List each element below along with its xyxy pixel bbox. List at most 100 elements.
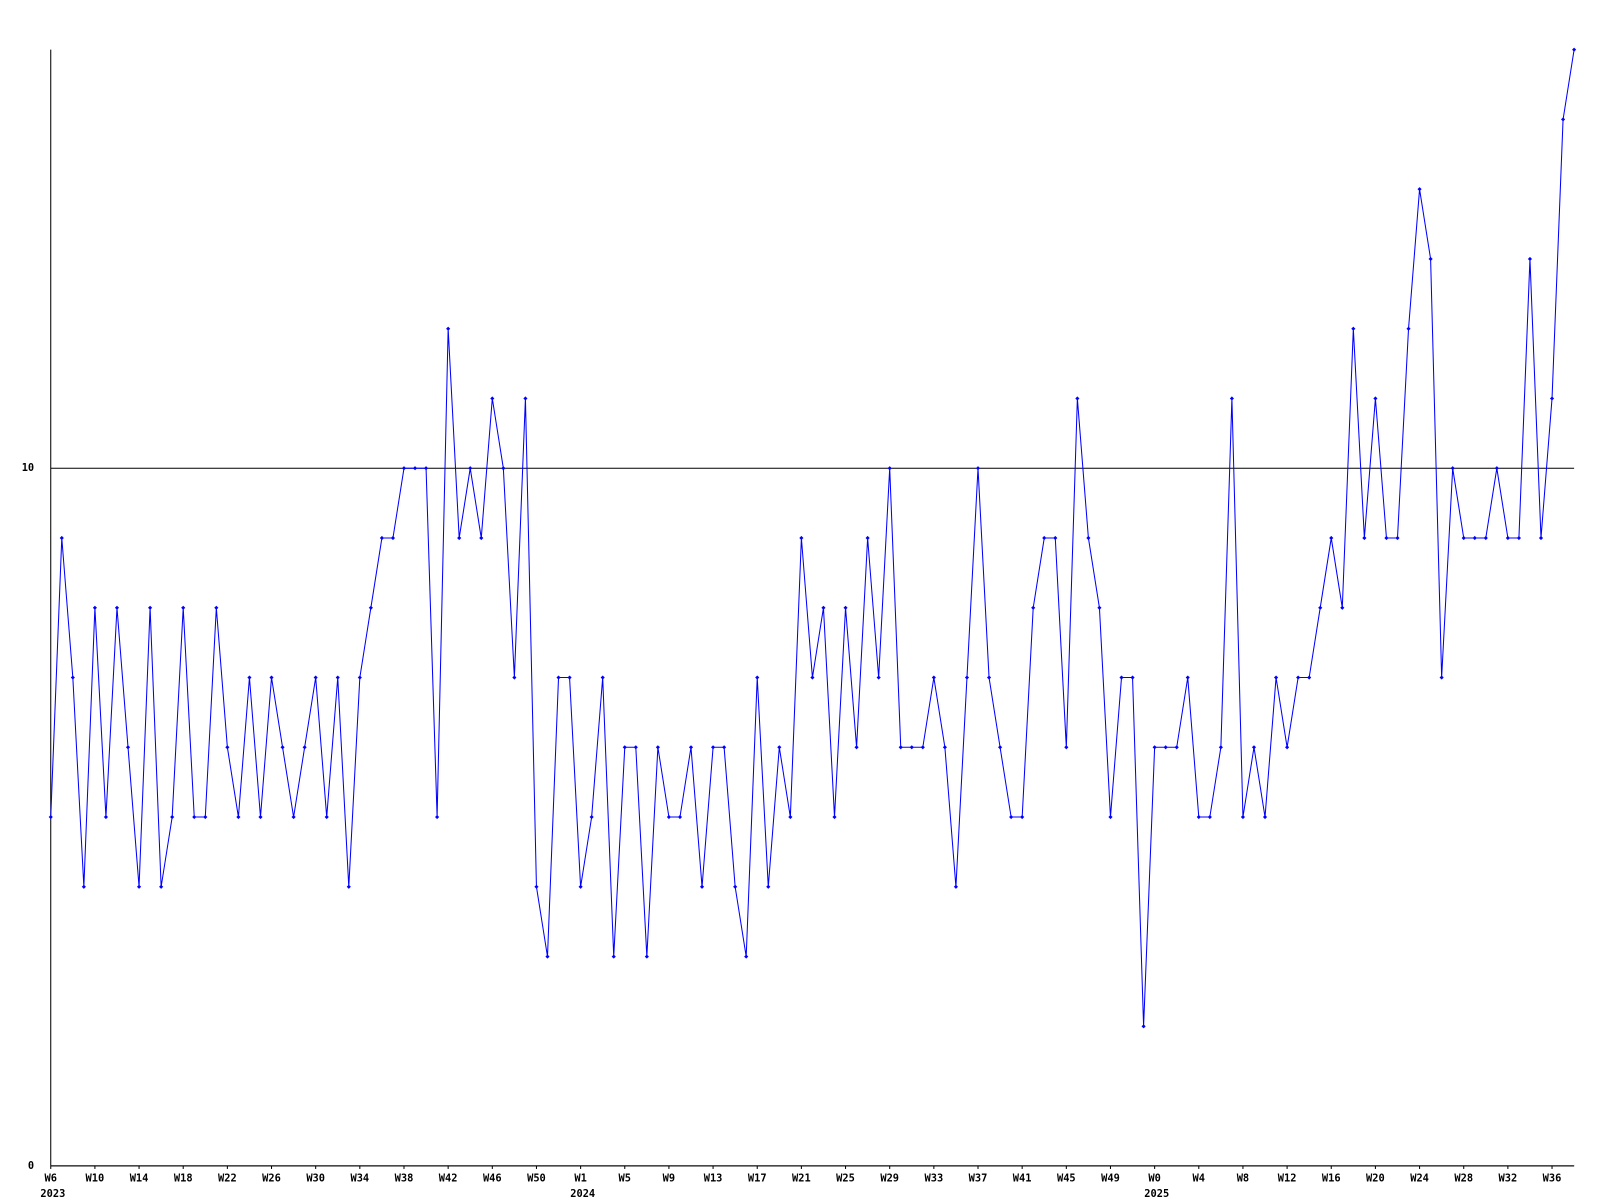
x-tick-label: W20 [1366, 1172, 1385, 1184]
data-point [699, 884, 705, 889]
data-point [876, 675, 881, 680]
data-point [170, 814, 175, 820]
data-point [1483, 535, 1488, 541]
data-point [611, 954, 616, 959]
data-point [346, 884, 351, 889]
data-point [181, 605, 186, 610]
data-point [578, 884, 583, 889]
data-point [1395, 535, 1400, 541]
data-point [1174, 745, 1179, 750]
x-tick-label: W50 [527, 1172, 546, 1184]
data-point [368, 605, 373, 610]
data-point [1152, 745, 1157, 750]
data-point [313, 675, 318, 680]
x-tick-label: W13 [704, 1172, 723, 1184]
data-point [203, 814, 208, 820]
data-point [48, 814, 53, 820]
data-point [512, 675, 517, 680]
data-point [942, 745, 947, 750]
data-point [159, 884, 164, 889]
data-point [247, 675, 252, 680]
data-point [103, 814, 109, 820]
data-point [986, 675, 992, 680]
y-tick-label: 10 [22, 462, 34, 474]
x-tick-label: W41 [1013, 1172, 1032, 1184]
data-point [1042, 535, 1047, 541]
data-point [766, 884, 771, 889]
data-point [236, 814, 241, 820]
data-point [1185, 675, 1190, 680]
x-tick-label: W28 [1454, 1172, 1473, 1184]
data-point [744, 954, 749, 959]
data-point [887, 466, 892, 471]
data-point [832, 814, 837, 820]
data-point [192, 814, 197, 820]
data-point [964, 675, 970, 680]
data-point [468, 466, 473, 471]
data-point [1053, 535, 1058, 541]
data-point [1450, 466, 1455, 471]
data-point [357, 675, 362, 680]
data-point [1285, 745, 1290, 750]
data-point [1461, 535, 1466, 541]
x-tick-label: W17 [748, 1172, 767, 1184]
data-point [479, 535, 484, 541]
data-point [953, 884, 959, 889]
data-point [81, 884, 86, 889]
data-point [688, 745, 694, 750]
data-point [854, 745, 859, 750]
data-point [998, 745, 1003, 750]
data-point [125, 745, 131, 750]
data-point [733, 884, 738, 889]
data-point [390, 535, 396, 541]
data-point [335, 675, 340, 680]
data-point [1273, 675, 1279, 680]
data-point [722, 745, 727, 750]
x-tick-label: W42 [439, 1172, 458, 1184]
x-tick-label: W32 [1499, 1172, 1518, 1184]
x-tick-label: W36 [1543, 1172, 1562, 1184]
data-line [50, 49, 1575, 1027]
data-point [1516, 535, 1521, 541]
data-point [931, 675, 936, 680]
y-tick-label: 0 [28, 1160, 34, 1172]
data-point [258, 814, 263, 820]
data-point [644, 954, 649, 959]
x-year-label: 2025 [1144, 1188, 1169, 1200]
data-point [490, 396, 495, 401]
data-point [567, 675, 572, 680]
data-point [1141, 1024, 1146, 1029]
data-point [1362, 535, 1367, 541]
data-point [70, 675, 75, 680]
x-tick-label: W8 [1237, 1172, 1249, 1184]
data-point [1472, 535, 1477, 541]
data-point [423, 466, 429, 471]
data-point [280, 745, 285, 750]
data-point [1572, 47, 1577, 52]
data-point [821, 605, 826, 610]
data-point [1439, 675, 1444, 680]
x-tick-label: W25 [836, 1172, 855, 1184]
data-point [136, 884, 142, 889]
data-point [435, 814, 440, 820]
data-point [1119, 675, 1124, 680]
data-point [1307, 675, 1312, 680]
x-tick-label: W12 [1278, 1172, 1297, 1184]
data-point [666, 814, 671, 820]
data-point [909, 745, 914, 750]
data-point [1384, 535, 1389, 541]
data-point [1262, 814, 1268, 820]
data-point [1207, 814, 1212, 820]
data-point [59, 535, 64, 541]
data-point [523, 396, 528, 401]
data-point [401, 466, 407, 471]
x-tick-label: W33 [925, 1172, 944, 1184]
data-point [1351, 326, 1356, 331]
data-point [1196, 814, 1201, 820]
data-point [622, 745, 627, 750]
data-point [810, 675, 815, 680]
x-tick-label: W26 [262, 1172, 281, 1184]
data-point [1251, 745, 1257, 750]
x-tick-label: W14 [130, 1172, 149, 1184]
